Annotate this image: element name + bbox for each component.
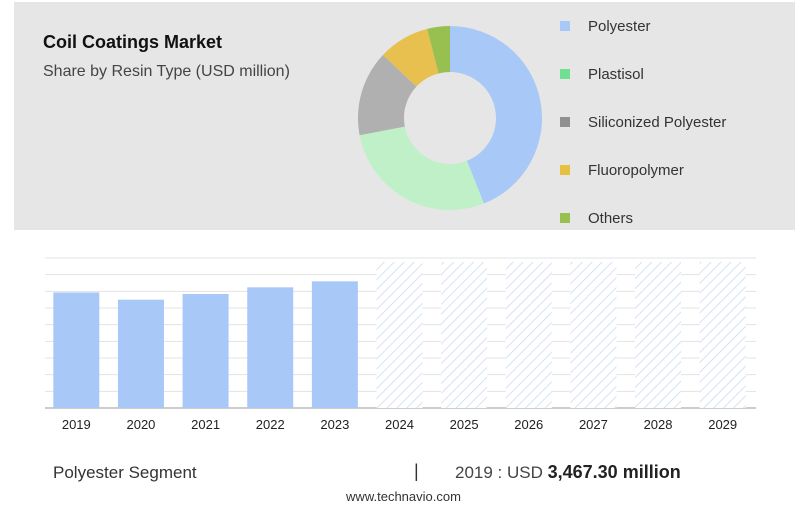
donut-slice bbox=[359, 126, 484, 211]
x-tick-label: 2027 bbox=[579, 417, 608, 432]
x-tick-label: 2025 bbox=[450, 417, 479, 432]
legend-label: Siliconized Polyester bbox=[588, 113, 727, 131]
legend-item: Polyester bbox=[560, 16, 651, 36]
donut-slice bbox=[358, 55, 417, 136]
forecast-bar bbox=[505, 262, 552, 408]
forecast-bar bbox=[376, 262, 423, 408]
donut-slice bbox=[427, 26, 450, 74]
legend-swatch bbox=[560, 165, 570, 175]
legend-item: Others bbox=[560, 208, 633, 228]
legend-label: Fluoropolymer bbox=[588, 161, 684, 179]
x-tick-label: 2029 bbox=[708, 417, 737, 432]
footer-value-amount: 3,467.30 million bbox=[547, 462, 681, 482]
x-tick-label: 2023 bbox=[320, 417, 349, 432]
x-tick-label: 2024 bbox=[385, 417, 414, 432]
forecast-bar bbox=[699, 262, 746, 408]
bar bbox=[247, 287, 294, 408]
x-tick-label: 2028 bbox=[644, 417, 673, 432]
legend-item: Siliconized Polyester bbox=[560, 112, 726, 132]
legend-item: Plastisol bbox=[560, 64, 644, 84]
chart-title: Coil Coatings Market bbox=[43, 32, 223, 52]
legend-swatch bbox=[560, 69, 570, 79]
x-tick-label: 2019 bbox=[62, 417, 91, 432]
footer-segment-label: Polyester Segment bbox=[53, 463, 197, 482]
forecast-bar bbox=[441, 262, 488, 408]
bar-chart: 2019 2020 2021 2022 2023 2024 2025 2026 2027 2028… bbox=[45, 257, 756, 432]
source-credit: www.technavio.com bbox=[346, 489, 461, 504]
x-tick-label: 2026 bbox=[514, 417, 543, 432]
x-tick-label: 2022 bbox=[256, 417, 285, 432]
footer-value: 2019 : USD 3,467.30 million bbox=[455, 462, 681, 483]
x-tick-label: 2021 bbox=[191, 417, 220, 432]
bar bbox=[182, 294, 229, 408]
bar bbox=[311, 281, 358, 408]
legend-label: Polyester bbox=[588, 17, 651, 35]
legend-swatch bbox=[560, 213, 570, 223]
legend-label: Others bbox=[588, 209, 634, 227]
donut-slice bbox=[382, 28, 439, 87]
footer-separator: | bbox=[414, 461, 419, 481]
chart-subtitle: Share by Resin Type (USD million) bbox=[43, 63, 290, 80]
legend-swatch bbox=[560, 117, 570, 127]
bar bbox=[53, 292, 100, 408]
donut-slice bbox=[450, 26, 543, 204]
legend-item: Fluoropolymer bbox=[560, 160, 684, 180]
bar bbox=[117, 299, 164, 408]
forecast-bar bbox=[570, 262, 617, 408]
legend: Polyester Plastisol Siliconized Polyester F… bbox=[560, 10, 800, 230]
legend-swatch bbox=[560, 21, 570, 31]
forecast-bar bbox=[635, 262, 682, 408]
x-tick-label: 2020 bbox=[126, 417, 155, 432]
footer-value-prefix: 2019 : USD bbox=[455, 463, 543, 482]
legend-label: Plastisol bbox=[588, 65, 644, 83]
donut-chart bbox=[358, 26, 543, 211]
